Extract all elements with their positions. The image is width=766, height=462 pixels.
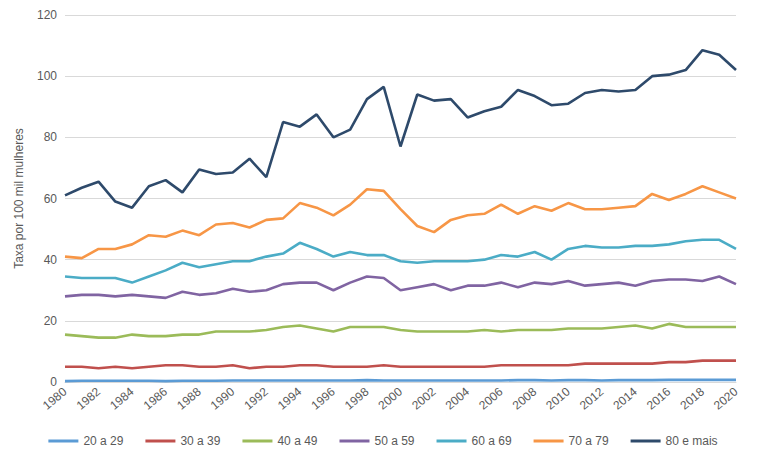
svg-text:0: 0 (50, 375, 57, 389)
svg-text:1982: 1982 (74, 384, 104, 412)
svg-text:2016: 2016 (644, 384, 674, 412)
svg-text:40 a 49: 40 a 49 (277, 434, 317, 448)
svg-text:2018: 2018 (677, 384, 707, 412)
svg-text:Taxa por 100 mil mulheres: Taxa por 100 mil mulheres (12, 128, 26, 269)
svg-text:2000: 2000 (376, 384, 406, 412)
svg-text:80: 80 (44, 130, 58, 144)
svg-text:120: 120 (37, 8, 57, 22)
svg-text:1980: 1980 (40, 384, 70, 412)
svg-text:2014: 2014 (610, 384, 640, 412)
svg-text:1992: 1992 (241, 384, 271, 412)
svg-text:70 a 79: 70 a 79 (569, 434, 609, 448)
svg-text:100: 100 (37, 69, 57, 83)
svg-text:40: 40 (44, 253, 58, 267)
svg-text:1998: 1998 (342, 384, 372, 412)
svg-text:20: 20 (44, 314, 58, 328)
svg-text:2008: 2008 (510, 384, 540, 412)
svg-text:2004: 2004 (443, 384, 473, 412)
svg-text:1986: 1986 (141, 384, 171, 412)
svg-text:50 a 59: 50 a 59 (374, 434, 414, 448)
svg-text:1994: 1994 (275, 384, 305, 412)
svg-text:30 a 39: 30 a 39 (180, 434, 220, 448)
svg-text:1984: 1984 (107, 384, 137, 412)
svg-text:60: 60 (44, 192, 58, 206)
svg-text:20 a 29: 20 a 29 (83, 434, 123, 448)
svg-text:2010: 2010 (543, 384, 573, 412)
svg-text:1996: 1996 (308, 384, 338, 412)
svg-text:1988: 1988 (174, 384, 204, 412)
svg-text:1990: 1990 (208, 384, 238, 412)
svg-text:2020: 2020 (711, 384, 741, 412)
svg-text:80 e mais: 80 e mais (666, 434, 718, 448)
svg-text:2002: 2002 (409, 384, 439, 412)
svg-text:2012: 2012 (577, 384, 607, 412)
svg-text:60 a 69: 60 a 69 (472, 434, 512, 448)
svg-text:2006: 2006 (476, 384, 506, 412)
